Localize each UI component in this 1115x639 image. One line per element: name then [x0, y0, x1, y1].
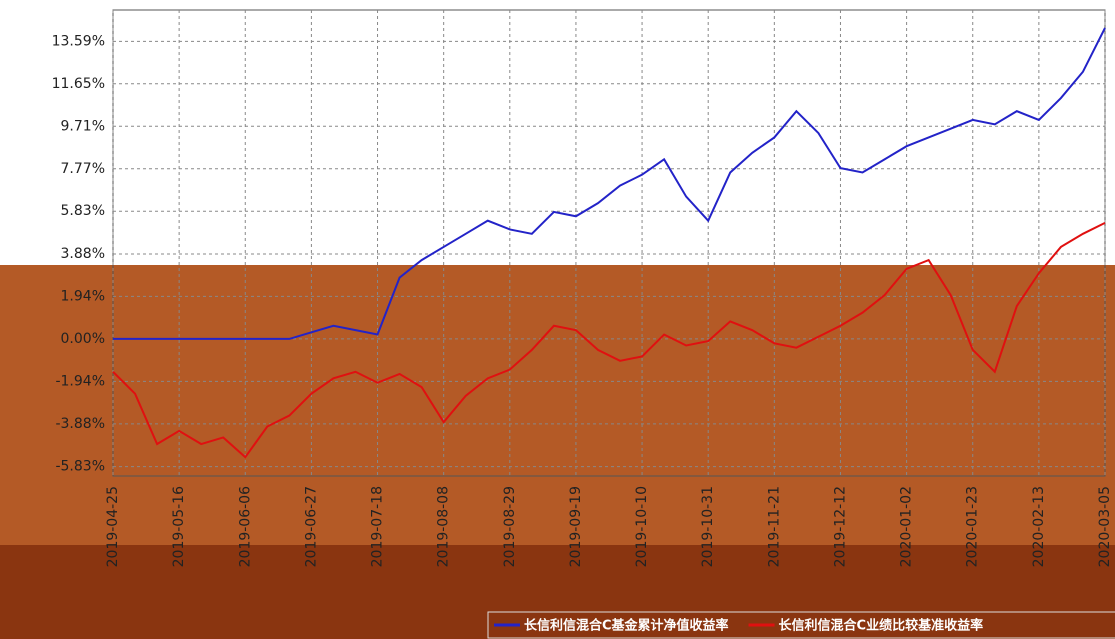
y-tick-label: 11.65% [52, 76, 105, 92]
x-tick-label: 2020-01-02 [899, 486, 915, 567]
x-tick-label: 2020-02-13 [1031, 486, 1047, 567]
legend-label: 长信利信混合C业绩比较基准收益率 [779, 618, 984, 634]
x-tick-label: 2019-07-18 [370, 486, 386, 567]
y-tick-label: 7.77% [61, 161, 105, 177]
x-tick-label: 2019-10-31 [700, 486, 716, 567]
overlay-band [0, 265, 1115, 545]
y-tick-label: 9.71% [61, 118, 105, 134]
y-tick-label: 13.59% [52, 33, 105, 49]
x-tick-label: 2019-09-19 [568, 486, 584, 567]
x-tick-label: 2019-12-12 [832, 486, 848, 567]
y-tick-label: -1.94% [55, 373, 105, 389]
x-tick-label: 2019-08-29 [502, 486, 518, 567]
x-tick-label: 2020-03-05 [1097, 486, 1113, 567]
x-tick-label: 2019-06-06 [237, 486, 253, 567]
y-tick-label: 3.88% [61, 246, 105, 262]
y-tick-label: -3.88% [55, 416, 105, 432]
x-tick-label: 2019-11-21 [766, 486, 782, 567]
y-tick-label: 1.94% [61, 288, 105, 304]
x-tick-label: 2019-08-08 [436, 486, 452, 567]
series-line [113, 27, 1106, 340]
y-tick-label: 0.00% [61, 331, 105, 347]
y-tick-label: -5.83% [55, 459, 105, 475]
x-tick-label: 2019-06-27 [303, 486, 319, 567]
legend-label: 长信利信混合C基金累计净值收益率 [524, 618, 729, 634]
legend-box [487, 611, 1115, 639]
x-tick-label: 2019-05-16 [171, 486, 187, 567]
plot-frame [112, 9, 1106, 477]
x-tick-label: 2019-10-10 [634, 486, 650, 567]
x-tick-label: 2020-01-23 [965, 486, 981, 567]
x-tick-label: 2019-04-25 [105, 486, 121, 567]
series-line [112, 221, 1106, 459]
y-tick-label: 5.83% [61, 203, 105, 219]
